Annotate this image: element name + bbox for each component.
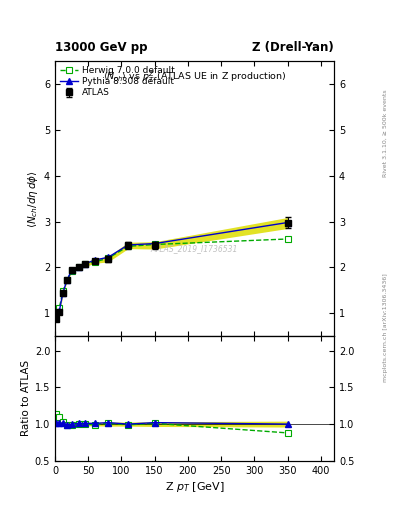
Herwig 7.0.0 default (76, 264, 81, 270)
Pythia 8.308 default (126, 242, 130, 248)
Line: Pythia 8.308 default: Pythia 8.308 default (53, 219, 291, 321)
Line: Herwig 7.0.0 default: Herwig 7.0.0 default (53, 236, 290, 316)
Pythia 8.308 default (83, 261, 88, 267)
Text: Rivet 3.1.10, ≥ 500k events: Rivet 3.1.10, ≥ 500k events (383, 89, 388, 177)
Y-axis label: $\langle N_{ch}/d\eta\,d\phi\rangle$: $\langle N_{ch}/d\eta\,d\phi\rangle$ (26, 170, 40, 227)
Herwig 7.0.0 default (70, 267, 74, 273)
Text: Z (Drell-Yan): Z (Drell-Yan) (252, 41, 334, 54)
Pythia 8.308 default (70, 267, 74, 273)
X-axis label: Z $p_T$ [GeV]: Z $p_T$ [GeV] (165, 480, 224, 494)
Text: mcplots.cern.ch [arXiv:1306.3436]: mcplots.cern.ch [arXiv:1306.3436] (383, 273, 388, 382)
Herwig 7.0.0 default (126, 243, 130, 249)
Herwig 7.0.0 default (83, 261, 88, 267)
Pythia 8.308 default (106, 254, 110, 261)
Text: $\langle N_{ch}\rangle$ vs $p_T^Z$ (ATLAS UE in Z production): $\langle N_{ch}\rangle$ vs $p_T^Z$ (ATLA… (103, 70, 286, 85)
Legend: Herwig 7.0.0 default, Pythia 8.308 default, ATLAS: Herwig 7.0.0 default, Pythia 8.308 defau… (58, 64, 177, 99)
Text: ATLAS_2019_I1736531: ATLAS_2019_I1736531 (151, 244, 238, 252)
Pythia 8.308 default (54, 314, 59, 321)
Herwig 7.0.0 default (92, 259, 97, 265)
Herwig 7.0.0 default (152, 242, 157, 248)
Pythia 8.308 default (152, 241, 157, 247)
Herwig 7.0.0 default (285, 236, 290, 242)
Y-axis label: Ratio to ATLAS: Ratio to ATLAS (20, 360, 31, 436)
Pythia 8.308 default (92, 257, 97, 263)
Pythia 8.308 default (57, 308, 62, 314)
Pythia 8.308 default (61, 289, 65, 295)
Herwig 7.0.0 default (106, 255, 110, 261)
Herwig 7.0.0 default (64, 277, 69, 283)
Herwig 7.0.0 default (54, 310, 59, 316)
Herwig 7.0.0 default (57, 305, 62, 311)
Text: 13000 GeV pp: 13000 GeV pp (55, 41, 147, 54)
Pythia 8.308 default (76, 264, 81, 270)
Herwig 7.0.0 default (61, 288, 65, 294)
Pythia 8.308 default (285, 220, 290, 226)
Pythia 8.308 default (64, 277, 69, 283)
